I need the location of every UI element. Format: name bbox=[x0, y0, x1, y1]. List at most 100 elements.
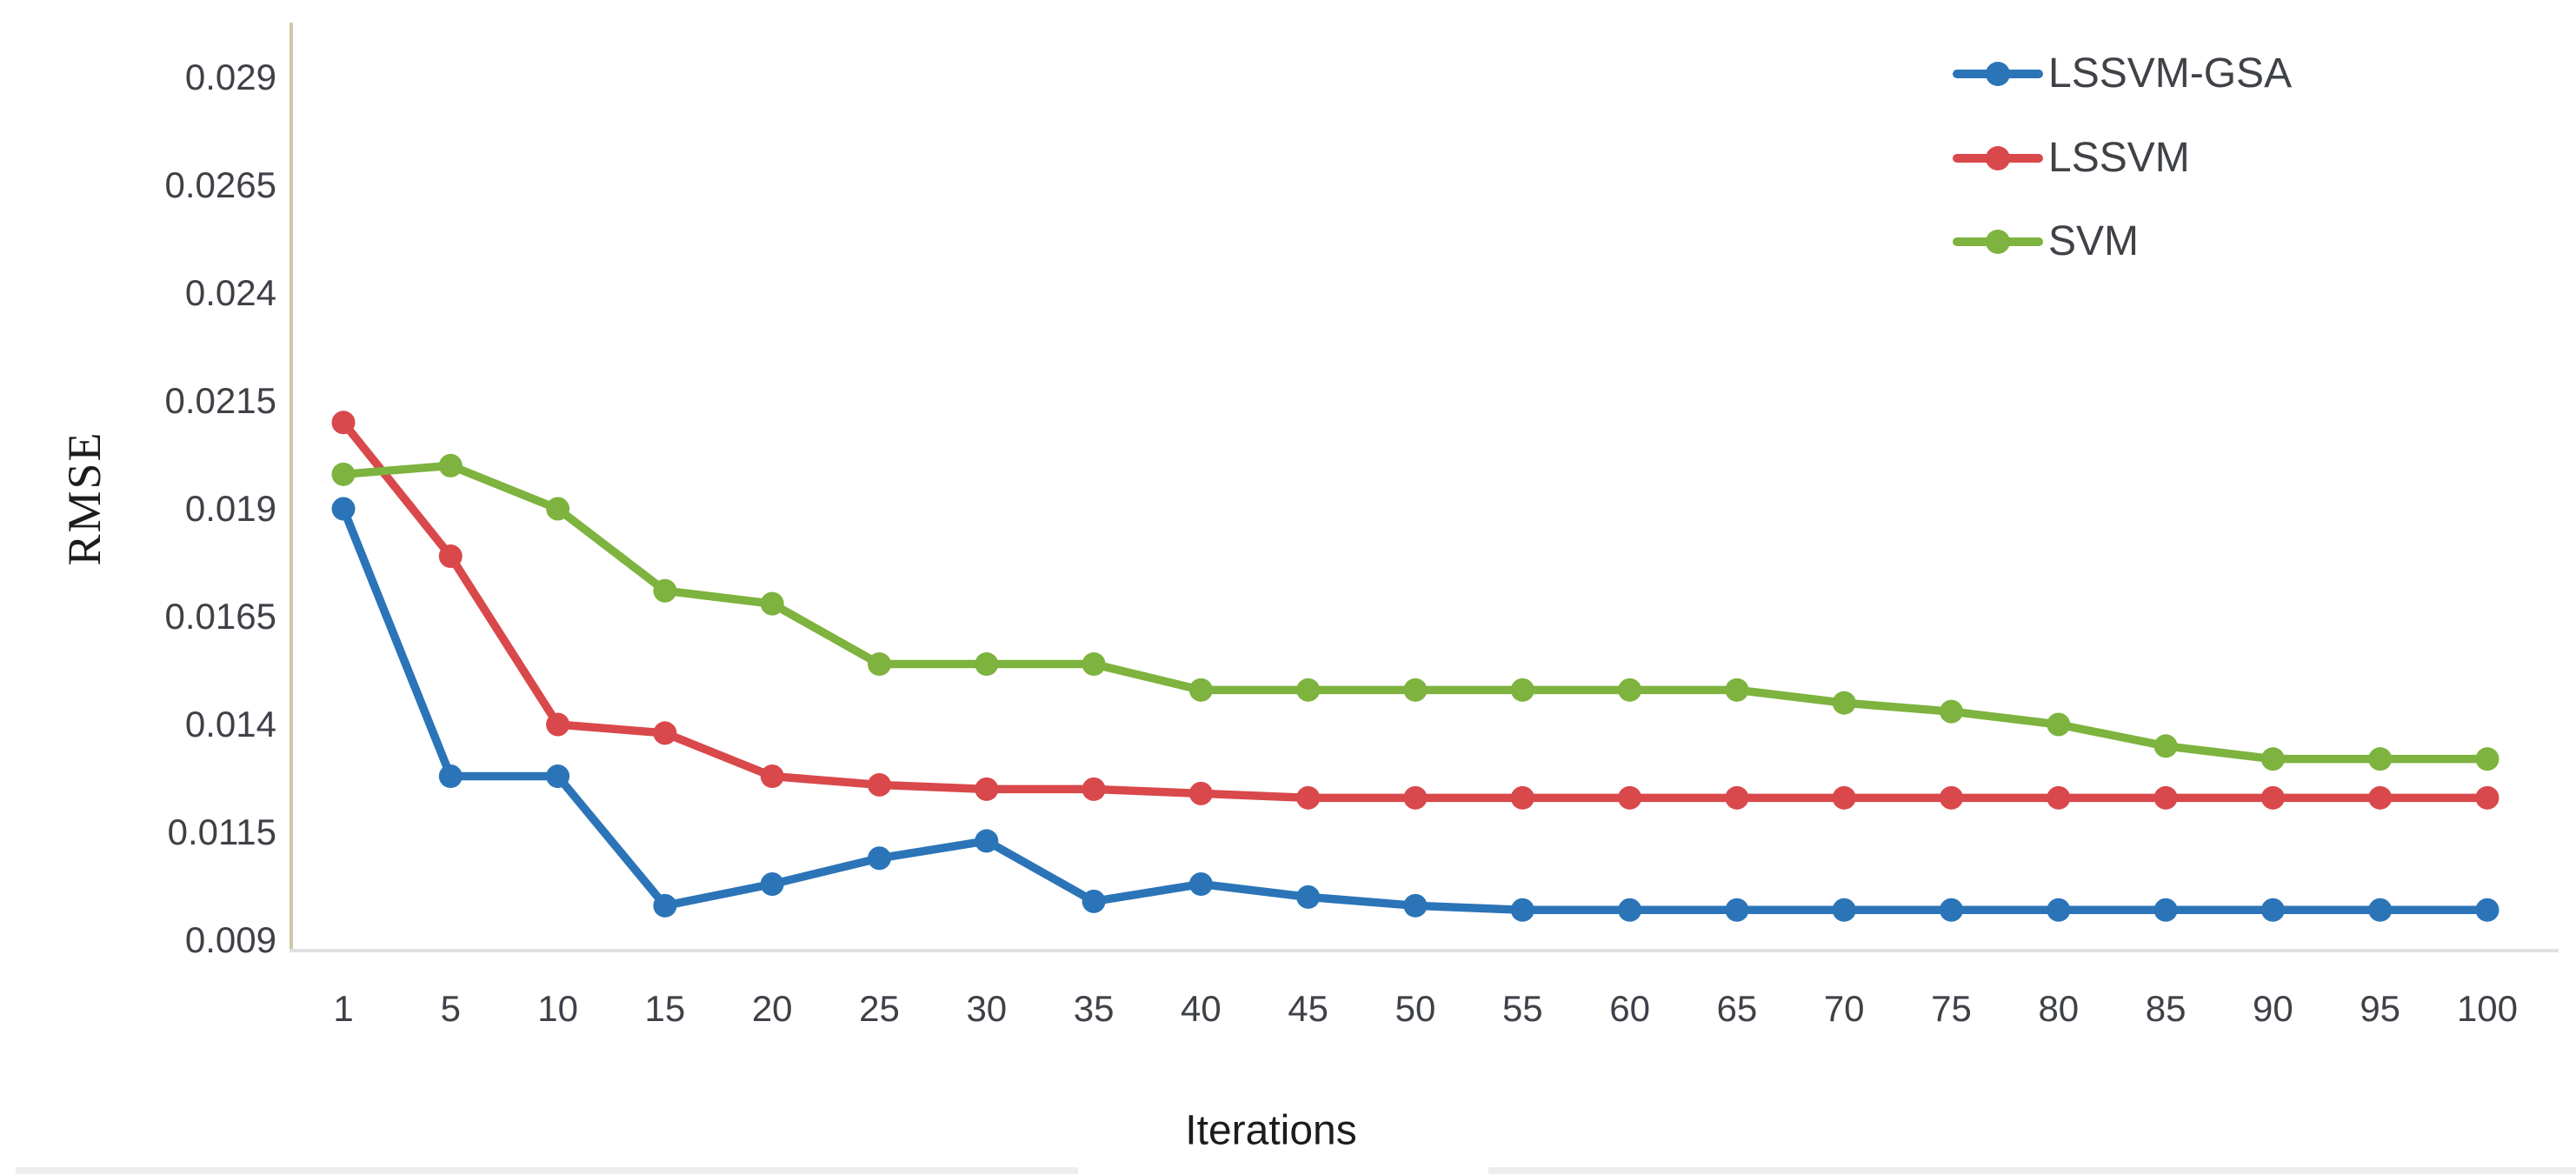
data-point-LSSVM-45 bbox=[1296, 785, 1321, 810]
data-point-LSSVM-GSA-40 bbox=[1188, 872, 1213, 897]
data-point-LSSVM-55 bbox=[1510, 785, 1534, 810]
data-point-LSSVM-GSA-75 bbox=[1940, 898, 1963, 922]
data-point-SVM-40 bbox=[1188, 678, 1213, 702]
data-point-SVM-55 bbox=[1510, 678, 1534, 702]
data-point-LSSVM-10 bbox=[546, 712, 570, 737]
data-point-SVM-75 bbox=[1940, 699, 1963, 724]
data-point-LSSVM-30 bbox=[975, 777, 999, 801]
x-tick-label: 20 bbox=[751, 988, 793, 1029]
y-tick-label: 0.029 bbox=[184, 57, 276, 97]
legend-marker-icon bbox=[1986, 146, 2010, 170]
bottom-strip-left bbox=[16, 1167, 1078, 1174]
x-tick-label: 10 bbox=[537, 988, 578, 1029]
data-point-LSSVM-GSA-55 bbox=[1510, 898, 1534, 922]
data-point-LSSVM-GSA-45 bbox=[1296, 885, 1321, 909]
x-tick-label: 1 bbox=[333, 988, 354, 1029]
data-point-LSSVM-65 bbox=[1725, 785, 1749, 810]
x-tick-label: 45 bbox=[1288, 988, 1329, 1029]
data-point-SVM-10 bbox=[546, 497, 570, 521]
data-point-LSSVM-GSA-35 bbox=[1082, 889, 1106, 913]
x-axis-line bbox=[290, 949, 2559, 952]
x-tick-label: 15 bbox=[644, 988, 686, 1029]
x-tick-label: 30 bbox=[966, 988, 1008, 1029]
x-axis-title: Iterations bbox=[1185, 1107, 1357, 1154]
data-point-LSSVM-GSA-20 bbox=[760, 872, 784, 897]
data-point-SVM-30 bbox=[975, 652, 999, 677]
y-tick-label: 0.0115 bbox=[167, 811, 276, 852]
data-point-LSSVM-GSA-30 bbox=[975, 829, 999, 853]
data-point-SVM-100 bbox=[2475, 747, 2499, 771]
data-point-LSSVM-15 bbox=[653, 721, 677, 745]
data-point-SVM-85 bbox=[2153, 734, 2178, 758]
data-point-LSSVM-50 bbox=[1403, 785, 1428, 810]
data-point-LSSVM-60 bbox=[1618, 785, 1642, 810]
data-point-LSSVM-GSA-5 bbox=[438, 764, 463, 789]
data-point-SVM-70 bbox=[1832, 691, 1856, 715]
x-tick-label: 55 bbox=[1501, 988, 1543, 1029]
x-tick-label: 25 bbox=[859, 988, 900, 1029]
data-point-LSSVM-85 bbox=[2153, 785, 2178, 810]
data-point-SVM-1 bbox=[331, 462, 356, 486]
x-tick-label: 50 bbox=[1395, 988, 1436, 1029]
data-point-LSSVM-GSA-50 bbox=[1403, 893, 1428, 918]
y-tick-label: 0.009 bbox=[184, 919, 276, 960]
data-point-LSSVM-75 bbox=[1940, 785, 1963, 810]
data-point-SVM-5 bbox=[438, 453, 463, 477]
data-point-LSSVM-GSA-1 bbox=[331, 497, 356, 521]
y-tick-label: 0.0215 bbox=[164, 380, 276, 421]
bottom-strip-right bbox=[1488, 1167, 2576, 1174]
data-point-SVM-20 bbox=[760, 591, 784, 616]
data-point-LSSVM-GSA-80 bbox=[2047, 898, 2071, 922]
data-point-LSSVM-70 bbox=[1832, 785, 1856, 810]
data-point-LSSVM-GSA-70 bbox=[1832, 898, 1856, 922]
y-tick-label: 0.014 bbox=[184, 704, 276, 744]
data-point-SVM-35 bbox=[1082, 652, 1106, 677]
data-point-LSSVM-1 bbox=[331, 411, 356, 435]
data-point-LSSVM-GSA-10 bbox=[546, 764, 570, 789]
x-tick-label: 65 bbox=[1716, 988, 1758, 1029]
x-tick-label: 90 bbox=[2253, 988, 2293, 1029]
legend-marker-icon bbox=[1986, 230, 2010, 254]
y-axis-title: RMSE bbox=[58, 431, 110, 566]
data-point-LSSVM-40 bbox=[1188, 781, 1213, 805]
x-tick-label: 40 bbox=[1181, 988, 1221, 1029]
data-point-SVM-65 bbox=[1725, 678, 1749, 702]
data-point-SVM-25 bbox=[868, 652, 891, 677]
data-point-LSSVM-GSA-65 bbox=[1725, 898, 1749, 922]
x-tick-label: 100 bbox=[2456, 988, 2519, 1029]
data-point-SVM-45 bbox=[1296, 678, 1321, 702]
legend-label: SVM bbox=[2048, 218, 2140, 264]
data-point-LSSVM-GSA-100 bbox=[2475, 898, 2499, 922]
data-point-SVM-80 bbox=[2047, 712, 2071, 737]
series-line-LSSVM-GSA bbox=[339, 504, 2492, 915]
data-point-LSSVM-35 bbox=[1082, 777, 1106, 801]
data-point-LSSVM-GSA-95 bbox=[2368, 898, 2393, 922]
data-point-LSSVM-90 bbox=[2260, 785, 2285, 810]
data-point-SVM-60 bbox=[1618, 678, 1642, 702]
x-tick-label: 95 bbox=[2360, 988, 2401, 1029]
data-point-LSSVM-25 bbox=[868, 772, 891, 797]
x-tick-label: 35 bbox=[1073, 988, 1115, 1029]
legend-label: LSSVM-GSA bbox=[2048, 50, 2293, 97]
data-point-LSSVM-80 bbox=[2047, 785, 2071, 810]
y-tick-label: 0.019 bbox=[184, 488, 276, 529]
data-point-SVM-15 bbox=[653, 578, 677, 603]
y-tick-label: 0.0165 bbox=[164, 596, 276, 637]
y-tick-label: 0.024 bbox=[184, 272, 276, 313]
y-tick-label: 0.0265 bbox=[164, 164, 276, 205]
data-point-LSSVM-100 bbox=[2475, 785, 2499, 810]
x-tick-label: 70 bbox=[1823, 988, 1865, 1029]
data-point-LSSVM-95 bbox=[2368, 785, 2393, 810]
data-point-LSSVM-GSA-85 bbox=[2153, 898, 2178, 922]
y-axis-line bbox=[290, 23, 293, 952]
data-point-LSSVM-5 bbox=[438, 544, 463, 569]
data-point-LSSVM-20 bbox=[760, 764, 784, 789]
legend-label: LSSVM bbox=[2048, 135, 2190, 181]
data-point-LSSVM-GSA-90 bbox=[2260, 898, 2285, 922]
x-tick-label: 80 bbox=[2038, 988, 2080, 1029]
data-point-SVM-90 bbox=[2260, 747, 2285, 771]
data-point-LSSVM-GSA-15 bbox=[653, 893, 677, 918]
data-point-LSSVM-GSA-25 bbox=[868, 846, 891, 871]
